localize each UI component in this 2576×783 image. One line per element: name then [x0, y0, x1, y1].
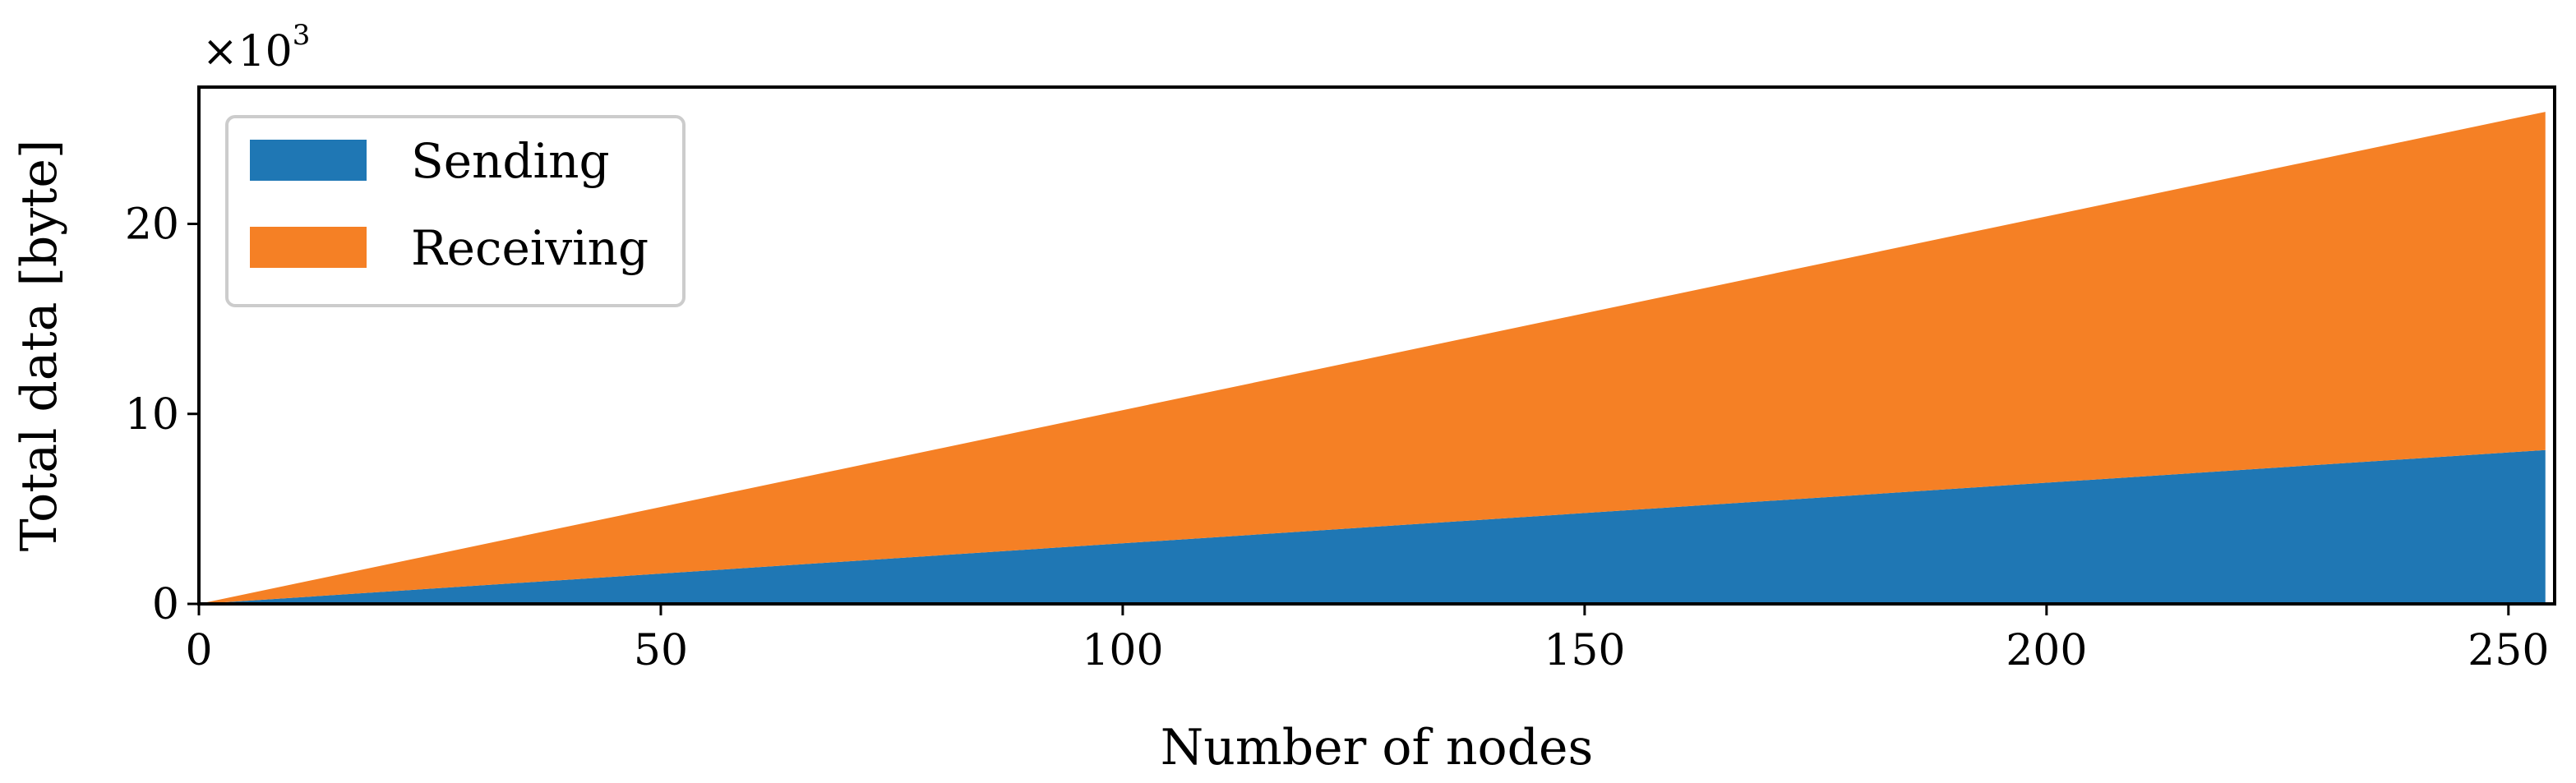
legend-label-receiving: Receiving	[411, 220, 649, 276]
legend: Sending Receiving	[225, 115, 686, 307]
x-tick-label: 150	[1544, 626, 1625, 675]
plot-areas	[199, 112, 2546, 604]
y-tick-label: 10	[125, 390, 179, 440]
x-tick-label: 100	[1082, 626, 1163, 675]
area-receiving	[199, 112, 2546, 604]
plot-frame	[197, 85, 2556, 606]
legend-label-sending: Sending	[411, 133, 610, 189]
x-axis: 0 50 100 150 200 250	[185, 604, 2549, 675]
y-tick-label: 0	[152, 580, 179, 629]
x-tick-label: 250	[2468, 626, 2549, 675]
y-axis-multiplier-base: ×10	[202, 27, 293, 76]
y-axis-label: Total data [byte]	[11, 140, 68, 552]
y-axis-multiplier-exponent: 3	[293, 19, 311, 52]
legend-swatch-sending	[250, 140, 367, 181]
y-axis-multiplier: ×103	[202, 19, 310, 76]
x-tick-label: 200	[2006, 626, 2087, 675]
legend-swatch-receiving	[250, 227, 367, 268]
x-tick-label: 50	[634, 626, 688, 675]
y-axis: 0 10 20	[125, 200, 199, 629]
x-axis-label: Number of nodes	[1161, 719, 1594, 776]
y-tick-label: 20	[125, 200, 179, 250]
x-tick-label: 0	[185, 626, 212, 675]
